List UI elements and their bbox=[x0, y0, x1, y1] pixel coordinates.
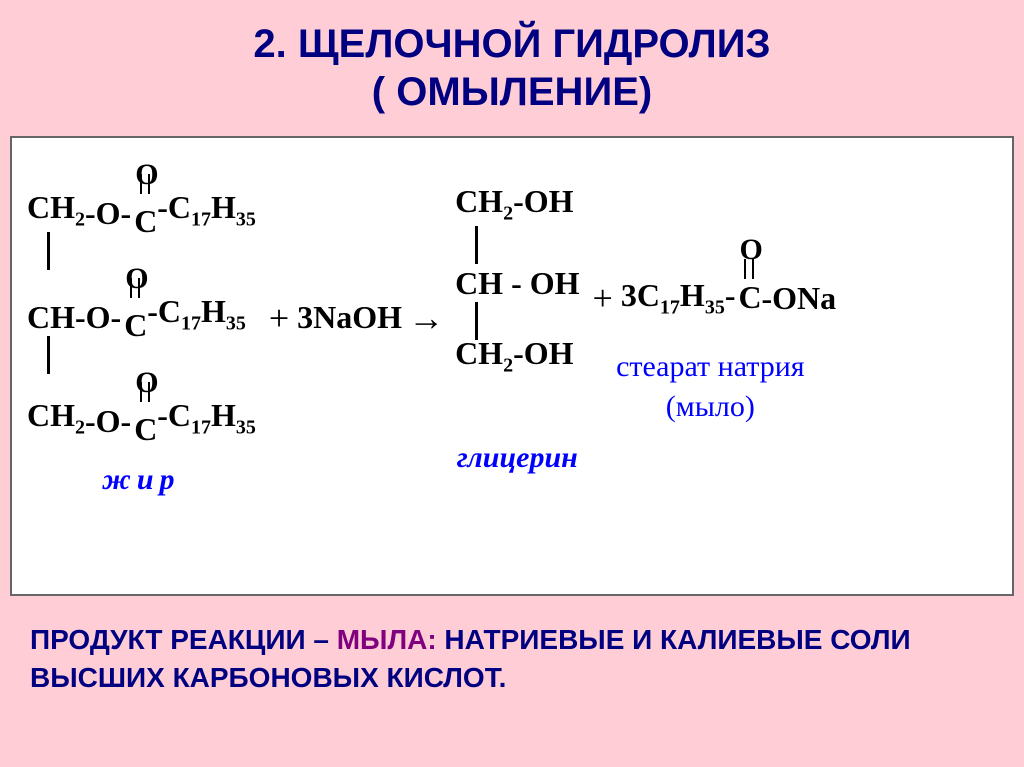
stearate-ona: -ONa bbox=[761, 280, 836, 317]
glycerol-ch2-3: CH2-OH bbox=[455, 326, 573, 392]
reaction-equation: CH2 -O- O C -C17H35 CH -O- O bbox=[22, 158, 1002, 497]
fat-carbonyl-3: O C bbox=[131, 394, 157, 448]
glycerol-ch-2: CH - OH bbox=[455, 256, 579, 310]
fat-label: жир bbox=[102, 463, 180, 497]
reaction-box: CH2 -O- O C -C17H35 CH -O- O bbox=[10, 136, 1014, 596]
glycerol-label: глицерин bbox=[457, 441, 578, 475]
title-line-2: ( ОМЫЛЕНИЕ) bbox=[372, 70, 652, 114]
molecule-stearate: + 3C17H35- O C -ONa стеарат натрия (мыло… bbox=[585, 271, 837, 424]
footer-text: ПРОДУКТ РЕАКЦИИ – МЫЛА: НАТРИЕВЫЕ И КАЛИ… bbox=[0, 601, 1024, 717]
fat-carbonyl-2: O C bbox=[121, 290, 147, 344]
fat-tail-2: -C17H35 bbox=[147, 284, 246, 350]
molecule-fat: CH2 -O- O C -C17H35 CH -O- O bbox=[27, 158, 256, 497]
title-line-1: 2. ЩЕЛОЧНОЙ ГИДРОЛИЗ bbox=[253, 22, 770, 66]
fat-ch2-1: CH2 bbox=[27, 180, 85, 246]
slide-title: 2. ЩЕЛОЧНОЙ ГИДРОЛИЗ ( ОМЫЛЕНИЕ) bbox=[0, 0, 1024, 131]
fat-ch2-3: CH2 bbox=[27, 388, 85, 454]
glycerol-ch2-1: CH2-OH bbox=[455, 174, 573, 240]
plus-2: + bbox=[593, 277, 613, 319]
footer-prefix: ПРОДУКТ РЕАКЦИИ – bbox=[30, 624, 337, 655]
fat-o-bridge-1: -O- bbox=[85, 186, 131, 240]
fat-tail-1: -C17H35 bbox=[157, 180, 256, 246]
fat-tail-3: -C17H35 bbox=[157, 388, 256, 454]
fat-o-bridge-3: -O- bbox=[85, 394, 131, 448]
stearate-label-1: стеарат натрия bbox=[616, 350, 805, 384]
fat-ch-2: CH bbox=[27, 290, 75, 344]
slide: 2. ЩЕЛОЧНОЙ ГИДРОЛИЗ ( ОМЫЛЕНИЕ) CH2 -O-… bbox=[0, 0, 1024, 767]
footer-accent: МЫЛА: bbox=[337, 624, 437, 655]
stearate-formula: 3C17H35- bbox=[621, 277, 736, 319]
reagent-naoh: 3NaOH bbox=[297, 299, 402, 336]
plus-1: + bbox=[269, 297, 289, 339]
fat-o-bridge-2: -O- bbox=[75, 290, 121, 344]
stearate-label-2: (мыло) bbox=[666, 390, 755, 424]
reagent-block: + 3NaOH → bbox=[261, 297, 450, 339]
stearate-carbonyl: O C bbox=[735, 271, 761, 325]
fat-carbonyl-1: O C bbox=[131, 186, 157, 240]
reaction-arrow: → bbox=[408, 297, 444, 339]
molecule-glycerol: CH2-OH CH - OH CH2-OH глицерин bbox=[455, 180, 579, 475]
